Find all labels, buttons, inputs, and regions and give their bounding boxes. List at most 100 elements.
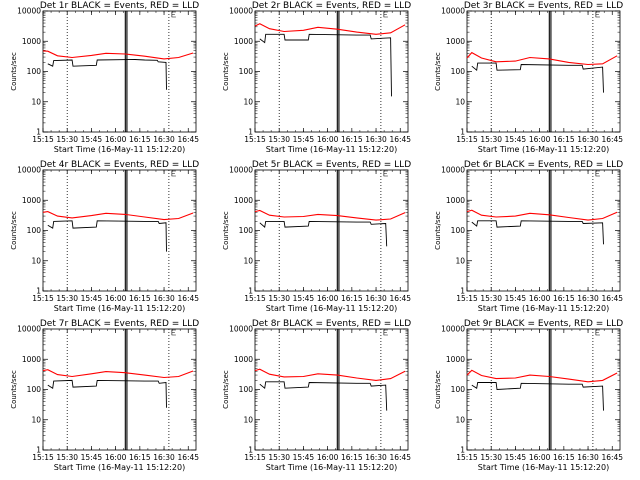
plot-title: Det 5r BLACK = Events, RED = LLD [252, 160, 411, 170]
x-tick-label: 15:45 [293, 453, 315, 462]
lld-series-line [42, 211, 194, 221]
plot-title: Det 3r BLACK = Events, RED = LLD [464, 1, 623, 11]
y-tick-label: 1 [460, 128, 465, 137]
y-tick-label: 10 [243, 415, 253, 424]
x-tick-label: 16:15 [553, 453, 575, 462]
x-tick-label: 16:30 [153, 453, 175, 462]
x-tick-label: 15:15 [456, 135, 478, 144]
x-axis-label: Start Time (16-May-11 15:12:20) [266, 145, 397, 154]
x-tick-label: 16:45 [177, 135, 199, 144]
x-tick-label: 16:00 [317, 135, 339, 144]
flag-bracket [383, 11, 388, 18]
y-tick-label: 1 [460, 287, 465, 296]
plot-title: Det 8r BLACK = Events, RED = LLD [252, 319, 411, 329]
y-tick-label: 1000 [446, 355, 465, 364]
x-axis-label: Start Time (16-May-11 15:12:20) [478, 304, 609, 313]
y-axis-label: Counts/sec [434, 52, 442, 91]
x-tick-label: 15:15 [32, 294, 54, 303]
x-tick-label: 15:45 [505, 135, 527, 144]
detector-plot-6: 1 10 100 1000 10000 15:15 15:30 15:45 16:00 16:15… [434, 160, 623, 313]
flag-bracket [171, 170, 176, 177]
x-tick-label: 15:30 [56, 135, 78, 144]
lld-series-line [42, 50, 194, 60]
y-axis-label: Counts/sec [222, 211, 230, 250]
x-tick-label: 16:00 [105, 294, 127, 303]
x-tick-label: 16:30 [365, 294, 387, 303]
y-tick-label: 1 [248, 128, 253, 137]
flag-bracket [383, 170, 388, 177]
flag-bracket [383, 329, 388, 336]
y-tick-label: 100 [451, 67, 466, 76]
events-series-line [471, 220, 604, 245]
x-tick-label: 16:15 [341, 453, 363, 462]
y-tick-label: 1 [460, 446, 465, 455]
events-series-line [259, 220, 388, 247]
x-tick-label: 15:15 [244, 453, 266, 462]
lld-series-line [254, 209, 406, 221]
detector-plot-5: 1 10 100 1000 10000 15:15 15:30 15:45 16:00 16:15… [222, 160, 411, 313]
flag-bracket [171, 329, 176, 336]
x-tick-label: 15:30 [56, 453, 78, 462]
x-tick-label: 15:45 [505, 453, 527, 462]
x-tick-label: 15:45 [81, 294, 103, 303]
y-tick-label: 10 [455, 415, 465, 424]
plot-title: Det 4r BLACK = Events, RED = LLD [40, 160, 199, 170]
detector-plot-2: 1 10 100 1000 10000 15:15 15:30 15:45 16:00 16:15… [222, 1, 411, 154]
x-tick-label: 16:30 [153, 294, 175, 303]
x-axis-label: Start Time (16-May-11 15:12:20) [478, 145, 609, 154]
plot-frame [466, 10, 621, 133]
y-tick-label: 1 [248, 446, 253, 455]
lld-series-line [466, 51, 618, 66]
x-tick-label: 16:45 [177, 453, 199, 462]
y-tick-label: 10 [455, 97, 465, 106]
x-tick-label: 16:45 [601, 135, 623, 144]
y-tick-label: 1000 [234, 196, 253, 205]
y-tick-label: 100 [239, 385, 254, 394]
y-tick-label: 1 [36, 128, 41, 137]
x-tick-label: 15:15 [456, 294, 478, 303]
x-axis-label: Start Time (16-May-11 15:12:20) [478, 463, 609, 472]
y-tick-label: 10000 [441, 7, 465, 16]
y-tick-label: 1 [36, 287, 41, 296]
detector-plot-7: 1 10 100 1000 10000 15:15 15:30 15:45 16:00 16:15… [10, 319, 199, 472]
y-tick-label: 10000 [229, 325, 253, 334]
y-tick-label: 1000 [234, 37, 253, 46]
x-axis-label: Start Time (16-May-11 15:12:20) [54, 145, 185, 154]
x-tick-label: 16:30 [577, 453, 599, 462]
y-tick-label: 1000 [446, 196, 465, 205]
x-axis-label: Start Time (16-May-11 15:12:20) [266, 463, 397, 472]
x-axis-label: Start Time (16-May-11 15:12:20) [266, 304, 397, 313]
x-tick-label: 16:00 [317, 453, 339, 462]
x-tick-label: 16:15 [129, 453, 151, 462]
y-tick-label: 100 [27, 385, 42, 394]
x-tick-label: 16:15 [553, 135, 575, 144]
y-tick-label: 1 [248, 287, 253, 296]
x-tick-label: 16:45 [389, 135, 411, 144]
y-tick-label: 1000 [22, 196, 41, 205]
x-tick-label: 16:00 [105, 453, 127, 462]
y-tick-label: 100 [27, 226, 42, 235]
y-tick-label: 100 [27, 67, 42, 76]
plot-frame [466, 169, 621, 292]
plot-title: Det 7r BLACK = Events, RED = LLD [40, 319, 199, 329]
x-tick-label: 15:15 [244, 135, 266, 144]
y-tick-label: 10000 [441, 325, 465, 334]
x-tick-label: 16:30 [577, 294, 599, 303]
x-tick-label: 16:15 [341, 294, 363, 303]
x-tick-label: 16:00 [317, 294, 339, 303]
x-axis-label: Start Time (16-May-11 15:12:20) [54, 304, 185, 313]
plot-frame [254, 328, 409, 451]
detector-plot-4: 1 10 100 1000 10000 15:15 15:30 15:45 16:00 16:15… [10, 160, 199, 313]
y-tick-label: 10 [31, 256, 41, 265]
x-tick-label: 15:15 [32, 135, 54, 144]
y-tick-label: 10 [455, 256, 465, 265]
x-tick-label: 15:30 [480, 135, 502, 144]
y-tick-label: 10 [243, 256, 253, 265]
plot-title: Det 1r BLACK = Events, RED = LLD [40, 1, 199, 11]
y-tick-label: 1 [36, 446, 41, 455]
x-tick-label: 15:15 [32, 453, 54, 462]
x-tick-label: 16:45 [601, 453, 623, 462]
y-tick-label: 100 [451, 385, 466, 394]
plot-frame [42, 169, 197, 292]
x-tick-label: 15:30 [268, 135, 290, 144]
